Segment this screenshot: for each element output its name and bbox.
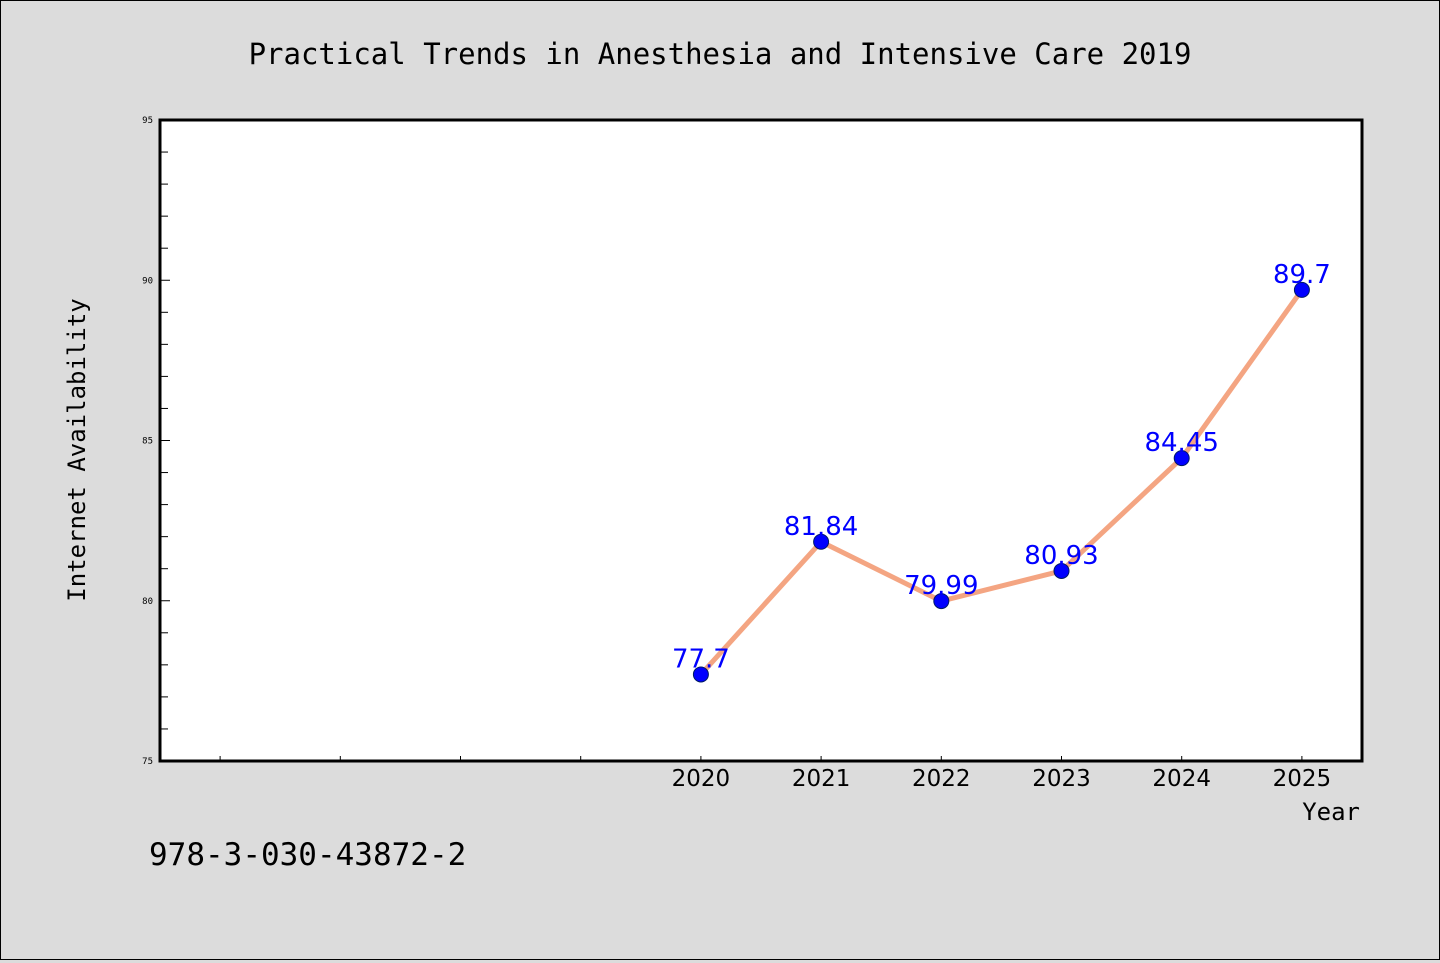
chart-title: Practical Trends in Anesthesia and Inten… [249,37,1192,71]
isbn-footer-text: 978-3-030-43872-2 [149,837,466,873]
x-tick-label: 2024 [1152,766,1211,792]
plot-area [158,118,1364,763]
data-point [933,593,950,610]
data-label: 80.93 [1024,541,1098,571]
data-point [692,666,709,683]
data-label: 81.84 [784,512,858,542]
x-axis: 2020 2021 2022 2023 2024 2025 [219,756,1332,792]
data-point [813,533,830,550]
x-tick-label: 2020 [672,766,731,792]
y-tick-label: 80 [142,597,153,607]
series-line [698,287,1305,677]
data-label: 89.7 [1273,260,1331,290]
data-label: 84.45 [1144,428,1218,458]
y-tick-label: 90 [142,276,153,286]
data-point [1053,562,1070,579]
y-axis-label: Internet Availability [63,298,91,601]
series-group: 77.7 81.84 79.99 80.93 84.45 89.7 [672,260,1331,683]
y-tick-label: 85 [142,437,153,447]
x-tick-label: 2025 [1273,766,1332,792]
data-label: 77.7 [672,644,730,674]
y-axis: 75 80 85 90 95 [142,116,170,767]
x-tick-label: 2021 [792,766,851,792]
data-point [1173,450,1190,467]
x-tick-label: 2022 [912,766,971,792]
data-point [1293,281,1310,298]
x-axis-label: Year [1302,798,1360,826]
data-label: 79.99 [904,571,978,601]
y-tick-label: 75 [142,757,153,767]
x-tick-label: 2023 [1032,766,1091,792]
y-tick-label: 95 [142,116,153,126]
